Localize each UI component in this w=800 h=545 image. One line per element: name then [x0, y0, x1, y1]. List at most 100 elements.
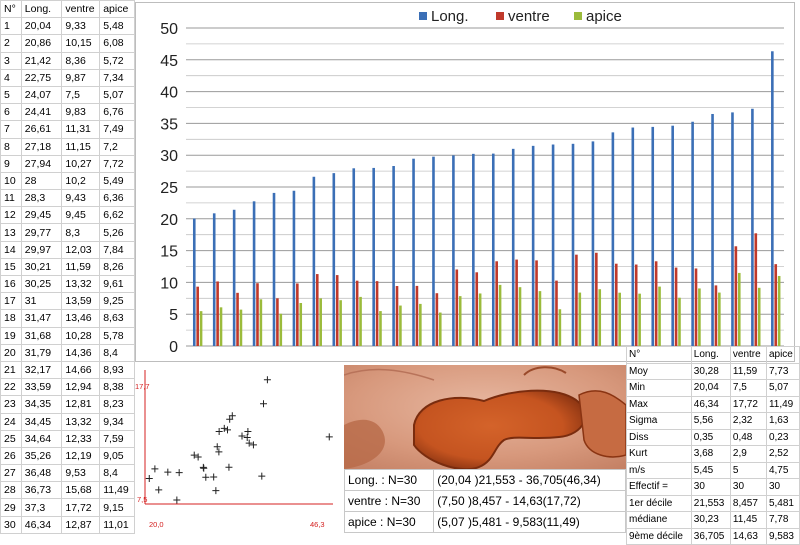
table-cell: 9,45	[61, 206, 101, 225]
stats-cell: 14,63	[729, 527, 767, 545]
legend-label: Long.	[431, 8, 469, 25]
table-cell: 14,36	[61, 343, 101, 362]
stats-cell: 5,07	[765, 379, 800, 397]
table-cell: 8	[0, 137, 22, 156]
scatter-point	[212, 487, 220, 495]
table-cell: 13,59	[61, 292, 101, 311]
scatter-point	[151, 465, 159, 473]
table-cell: 28,3	[20, 189, 63, 208]
bar-ventre	[375, 281, 379, 346]
stats-cell: 5,45	[690, 461, 731, 479]
stats-row: Moy 30,28 11,59 7,73	[626, 362, 800, 380]
bar-long	[511, 148, 515, 346]
bar-long	[472, 153, 475, 346]
stats-cell: 30	[690, 478, 731, 496]
stats-row: 1er décile 21,553 8,457 5,481	[626, 494, 800, 512]
table-row: 23 34,35 12,81 8,23	[0, 395, 135, 414]
table-cell: 15,68	[61, 481, 101, 500]
stats-cell: 5,481	[765, 494, 800, 512]
table-cell: 9,87	[61, 68, 101, 87]
bar-long	[412, 158, 415, 346]
legend-label: ventre	[508, 8, 550, 25]
stats-row: Max 46,34 17,72 11,49	[626, 395, 800, 413]
stats-header-cell: ventre	[729, 346, 767, 364]
table-cell: 8,38	[99, 378, 135, 397]
table-row: 20 31,79 14,36 8,4	[0, 343, 135, 362]
table-cell: 8,63	[99, 309, 135, 328]
table-cell: 27,94	[20, 154, 63, 173]
table-cell: 2	[0, 34, 22, 53]
bar-apice	[538, 291, 542, 346]
bar-ventre	[335, 275, 339, 346]
stats-cell: Diss	[626, 428, 692, 446]
bar-ventre	[435, 293, 439, 346]
scatter-point	[215, 428, 223, 436]
bar-ventre	[714, 285, 718, 346]
stats-row: Diss 0,35 0,48 0,23	[626, 428, 800, 446]
table-cell: 6,76	[99, 103, 135, 122]
stats-cell: 5,56	[690, 412, 731, 430]
y-tick-label: 15	[160, 244, 178, 261]
stats-cell: Moy	[626, 362, 692, 380]
bar-ventre	[296, 283, 299, 346]
bar-apice	[658, 286, 661, 346]
table-row: 5 24,07 7,5 5,07	[0, 85, 135, 105]
table-cell: 15	[0, 257, 22, 277]
bar-long	[711, 113, 714, 346]
table-cell: 11,31	[61, 120, 101, 139]
bar-ventre	[555, 280, 558, 346]
table-cell: 8,3	[61, 223, 101, 242]
stats-cell: 7,5	[729, 379, 767, 397]
bar-ventre	[654, 261, 658, 346]
measurements-table: N° Long. ventre apice 1 20,04 9,33 5,48 2 20,…	[0, 0, 135, 534]
stats-header-row: N° Long. ventre apice	[626, 346, 800, 364]
table-cell: 11,15	[61, 137, 101, 156]
stats-cell: 7,73	[765, 362, 800, 380]
table-cell: 7,2	[99, 137, 135, 156]
table-cell: 34,45	[20, 412, 63, 431]
table-row: 19 31,68 10,28 5,78	[0, 326, 135, 345]
table-row: 8 27,18 11,15 7,2	[0, 137, 135, 156]
table-cell: 13,46	[61, 309, 101, 328]
bar-ventre	[475, 272, 479, 346]
table-row: 11 28,3 9,43 6,36	[0, 189, 135, 208]
stats-cell: 30,28	[690, 362, 731, 380]
bar-ventre	[355, 280, 359, 346]
table-row: 12 29,45 9,45 6,62	[0, 206, 135, 225]
bar-apice	[498, 284, 502, 346]
table-cell: 24,41	[20, 103, 63, 122]
stats-cell: 20,04	[690, 379, 731, 397]
table-cell: 10,28	[61, 326, 101, 345]
table-cell: 11,59	[61, 257, 101, 277]
bar-ventre	[634, 264, 638, 346]
table-row: 15 30,21 11,59 8,26	[0, 257, 135, 277]
stats-cell: 36,705	[690, 527, 731, 545]
stats-cell: 5	[729, 461, 767, 479]
scatter-x-max-label: 46,3	[310, 520, 325, 529]
bar-apice	[558, 309, 562, 346]
stats-cell: 21,553	[690, 494, 731, 512]
table-cell: 5,07	[99, 85, 135, 105]
table-cell: 5	[0, 85, 22, 105]
bar-apice	[438, 312, 442, 346]
scatter-point	[243, 434, 251, 442]
table-cell: 36,48	[20, 464, 63, 483]
table-cell: 7,5	[61, 85, 101, 105]
stats-cell: 9ème décile	[626, 527, 692, 545]
bar-long	[731, 112, 734, 346]
table-cell: 10,27	[61, 154, 101, 173]
header-cell: ventre	[61, 0, 101, 19]
bar-long	[771, 51, 774, 347]
scatter-point	[249, 441, 257, 449]
table-cell: 20	[0, 343, 22, 362]
table-row: 24 34,45 13,32 9,34	[0, 412, 135, 431]
table-cell: 13	[0, 223, 22, 242]
table-cell: 9,33	[61, 17, 101, 36]
range-value: (7,50 )8,457 - 14,63(17,72)	[433, 490, 626, 512]
bar-long	[691, 121, 694, 346]
table-cell: 11,01	[99, 515, 135, 534]
scatter-point	[190, 451, 198, 459]
bar-apice	[518, 287, 522, 346]
bar-long	[212, 213, 216, 346]
bar-apice	[319, 298, 322, 346]
